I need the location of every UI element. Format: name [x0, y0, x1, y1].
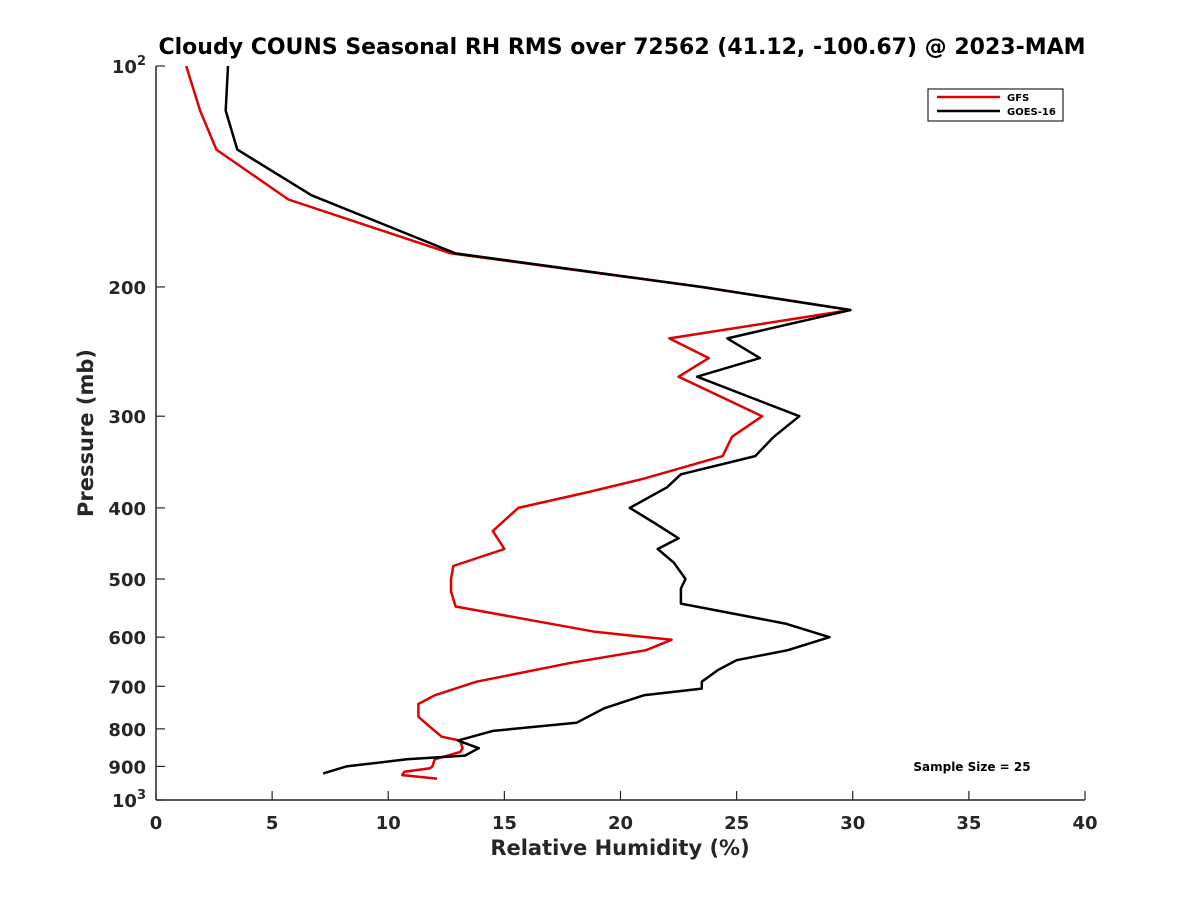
x-axis-label: Relative Humidity (%)	[490, 836, 749, 860]
y-tick-label: 103	[112, 788, 146, 812]
y-tick-label: 400	[108, 499, 146, 520]
y-tick-label: 500	[108, 570, 146, 591]
y-axis-label: Pressure (mb)	[74, 349, 98, 517]
axes: 0 5 10 15 20 25 30 35 40 102 200 300 400 500 600 700 800…	[108, 54, 1097, 834]
y-tick-label: 900	[108, 757, 146, 778]
legend-label: GOES-16	[1007, 107, 1056, 118]
x-tick-label: 25	[724, 813, 749, 834]
y-tick-label: 102	[112, 54, 146, 78]
y-tick-label: 800	[108, 720, 146, 741]
x-tick-label: 15	[492, 813, 517, 834]
x-tick-label: 10	[376, 813, 401, 834]
legend-box	[927, 88, 1064, 122]
series-layer	[185, 65, 852, 780]
series-line-goes-16	[224, 65, 852, 775]
chart-title: Cloudy COUNS Seasonal RH RMS over 72562 …	[158, 35, 1085, 60]
sample-size-annotation: Sample Size = 25	[913, 760, 1030, 774]
y-tick-label: 700	[108, 677, 146, 698]
y-tick-label: 600	[108, 628, 146, 649]
x-tick-label: 40	[1072, 813, 1097, 834]
y-tick-label: 200	[108, 278, 146, 299]
x-tick-label: 5	[266, 813, 279, 834]
y-tick-label: 300	[108, 407, 146, 428]
x-tick-label: 0	[150, 813, 163, 834]
x-tick-label: 35	[956, 813, 981, 834]
legend-label: GFS	[1007, 93, 1029, 104]
x-tick-label: 30	[840, 813, 865, 834]
series-line-gfs	[185, 65, 852, 780]
legend: GFS GOES-16	[927, 88, 1064, 122]
x-tick-label: 20	[608, 813, 633, 834]
